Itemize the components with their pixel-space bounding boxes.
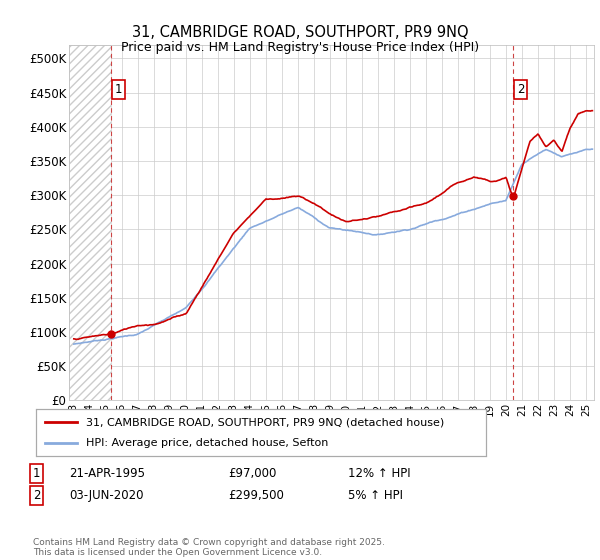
Text: £97,000: £97,000 [228, 466, 277, 480]
Text: 5% ↑ HPI: 5% ↑ HPI [348, 489, 403, 502]
Text: 1: 1 [33, 466, 41, 480]
Text: 03-JUN-2020: 03-JUN-2020 [69, 489, 143, 502]
Text: Price paid vs. HM Land Registry's House Price Index (HPI): Price paid vs. HM Land Registry's House … [121, 41, 479, 54]
Text: 2: 2 [33, 489, 41, 502]
Text: 21-APR-1995: 21-APR-1995 [69, 466, 145, 480]
Text: Contains HM Land Registry data © Crown copyright and database right 2025.
This d: Contains HM Land Registry data © Crown c… [33, 538, 385, 557]
Text: 2: 2 [517, 83, 524, 96]
Text: HPI: Average price, detached house, Sefton: HPI: Average price, detached house, Seft… [86, 438, 328, 448]
Text: 31, CAMBRIDGE ROAD, SOUTHPORT, PR9 9NQ: 31, CAMBRIDGE ROAD, SOUTHPORT, PR9 9NQ [131, 25, 469, 40]
Text: 1: 1 [115, 83, 122, 96]
Text: 12% ↑ HPI: 12% ↑ HPI [348, 466, 410, 480]
Text: 31, CAMBRIDGE ROAD, SOUTHPORT, PR9 9NQ (detached house): 31, CAMBRIDGE ROAD, SOUTHPORT, PR9 9NQ (… [86, 417, 444, 427]
Text: £299,500: £299,500 [228, 489, 284, 502]
